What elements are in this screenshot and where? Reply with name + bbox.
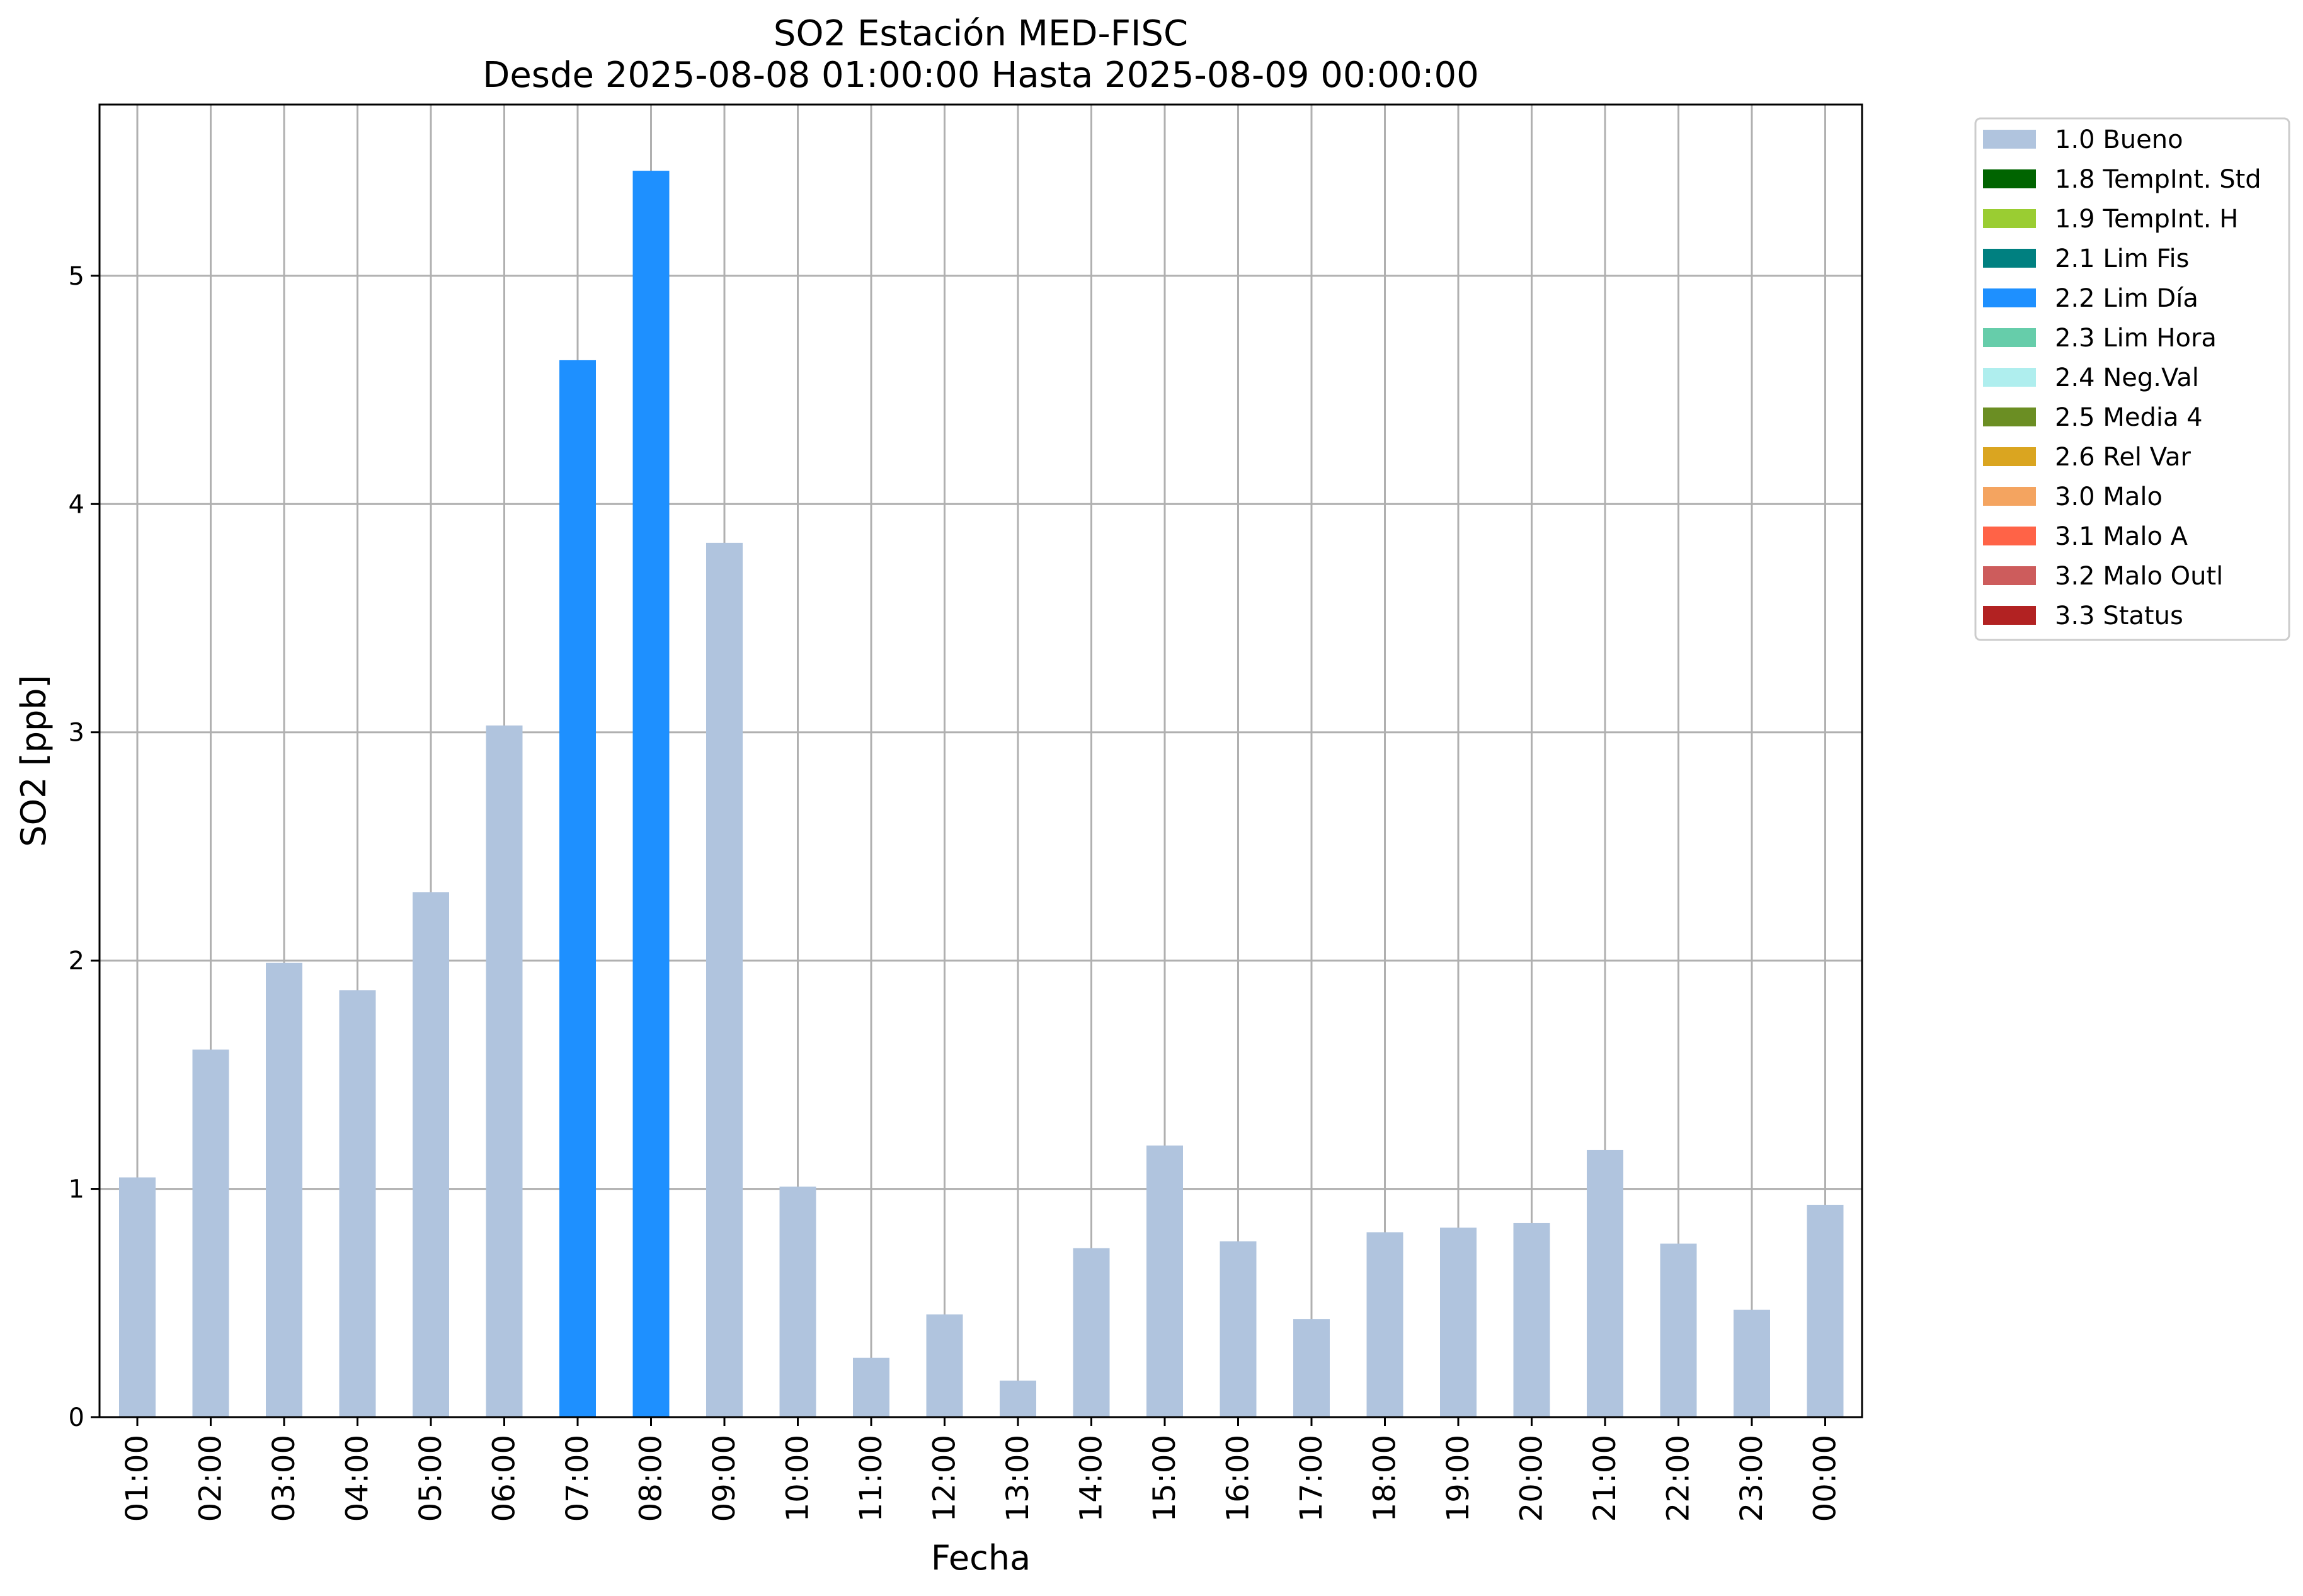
legend-swatch xyxy=(1983,209,2036,228)
y-tick-label: 2 xyxy=(69,947,84,976)
bar-1200 xyxy=(926,1314,963,1417)
legend-swatch xyxy=(1983,527,2036,545)
chart-subtitle: Desde 2025-08-08 01:00:00 Hasta 2025-08-… xyxy=(483,55,1479,96)
legend-swatch xyxy=(1983,328,2036,347)
y-tick-label: 3 xyxy=(69,719,84,748)
grid-lines xyxy=(100,105,1862,1418)
x-tick-label: 06:00 xyxy=(487,1435,522,1522)
x-tick-label: 18:00 xyxy=(1368,1435,1403,1522)
bar-0200 xyxy=(192,1049,229,1417)
y-axis-label: SO2 [ppb] xyxy=(14,675,54,846)
bar-0000 xyxy=(1807,1204,1844,1417)
x-tick-label: 14:00 xyxy=(1074,1435,1109,1522)
x-tick-label: 20:00 xyxy=(1514,1435,1550,1522)
legend-label: 1.9 TempInt. H xyxy=(2055,205,2238,234)
bar-1500 xyxy=(1146,1145,1183,1417)
x-tick-label: 10:00 xyxy=(780,1435,816,1522)
axis-ticks: 0 1 2 3 4 5 01:00 02:00 03:00 04:00 05:00 06:00 07:0… xyxy=(69,262,1843,1522)
bar-2300 xyxy=(1734,1309,1770,1417)
x-tick-label: 13:00 xyxy=(1000,1435,1036,1522)
bar-2000 xyxy=(1513,1223,1550,1417)
x-tick-label: 08:00 xyxy=(634,1435,669,1522)
x-tick-label: 12:00 xyxy=(927,1435,963,1522)
legend-label: 2.3 Lim Hora xyxy=(2055,324,2217,353)
legend-label: 3.3 Status xyxy=(2055,601,2183,630)
legend-swatch xyxy=(1983,169,2036,188)
legend-label: 2.5 Media 4 xyxy=(2055,403,2203,432)
x-tick-label: 16:00 xyxy=(1221,1435,1256,1522)
legend-swatch xyxy=(1983,288,2036,307)
x-tick-label: 17:00 xyxy=(1294,1435,1329,1522)
x-tick-label: 00:00 xyxy=(1808,1435,1843,1522)
legend-swatch xyxy=(1983,368,2036,387)
chart-title: SO2 Estación MED-FISC xyxy=(774,13,1188,54)
y-tick-label: 5 xyxy=(69,262,84,291)
x-tick-label: 03:00 xyxy=(266,1435,302,1522)
x-tick-label: 15:00 xyxy=(1147,1435,1182,1522)
bar-0400 xyxy=(339,990,376,1417)
bar-0700 xyxy=(559,360,596,1417)
legend-swatch xyxy=(1983,566,2036,585)
legend-swatch xyxy=(1983,487,2036,506)
legend-swatch xyxy=(1983,130,2036,149)
bar-0900 xyxy=(706,542,743,1417)
legend-swatch xyxy=(1983,447,2036,466)
bar-2100 xyxy=(1587,1149,1623,1417)
x-tick-label: 04:00 xyxy=(340,1435,375,1522)
bar-0100 xyxy=(119,1177,156,1417)
bar-1600 xyxy=(1220,1241,1257,1417)
bar-0800 xyxy=(632,171,670,1417)
legend-items: 1.0 Bueno 1.8 TempInt. Std 1.9 TempInt. H 2… xyxy=(1983,125,2261,630)
bar-1000 xyxy=(779,1186,816,1417)
bars xyxy=(119,171,1844,1417)
legend-label: 3.0 Malo xyxy=(2055,482,2163,511)
x-tick-label: 05:00 xyxy=(413,1435,449,1522)
y-tick-label: 0 xyxy=(69,1403,84,1432)
bar-0300 xyxy=(266,962,302,1417)
bar-1900 xyxy=(1440,1228,1477,1417)
x-tick-label: 09:00 xyxy=(707,1435,742,1522)
x-tick-label: 02:00 xyxy=(193,1435,229,1522)
bar-0600 xyxy=(486,725,523,1417)
x-tick-label: 19:00 xyxy=(1441,1435,1476,1522)
bar-0500 xyxy=(413,892,449,1417)
bar-1100 xyxy=(853,1357,889,1417)
legend-label: 1.8 TempInt. Std xyxy=(2055,165,2261,194)
legend-label: 2.1 Lim Fis xyxy=(2055,244,2189,273)
plot-area-frame xyxy=(98,103,1863,1418)
x-axis-label: Fecha xyxy=(931,1538,1031,1578)
y-tick-label: 1 xyxy=(69,1175,84,1204)
x-tick-label: 22:00 xyxy=(1661,1435,1696,1522)
legend-swatch xyxy=(1983,408,2036,426)
legend-box xyxy=(1974,117,2290,641)
bar-1700 xyxy=(1293,1319,1330,1417)
bar-2200 xyxy=(1660,1243,1697,1417)
x-tick-label: 21:00 xyxy=(1587,1435,1623,1522)
x-tick-label: 07:00 xyxy=(560,1435,595,1522)
legend-swatch xyxy=(1983,606,2036,625)
legend-label: 1.0 Bueno xyxy=(2055,125,2183,154)
bar-1800 xyxy=(1366,1232,1403,1417)
legend-label: 2.6 Rel Var xyxy=(2055,443,2192,472)
legend-label: 3.2 Malo Outl xyxy=(2055,562,2223,591)
bar-1300 xyxy=(1000,1381,1036,1417)
x-tick-label: 01:00 xyxy=(120,1435,155,1522)
x-tick-label: 11:00 xyxy=(854,1435,889,1522)
y-tick-label: 4 xyxy=(69,490,84,519)
bar-1400 xyxy=(1073,1248,1110,1417)
legend-label: 2.2 Lim Día xyxy=(2055,284,2198,313)
legend-label: 2.4 Neg.Val xyxy=(2055,363,2199,392)
legend: 1.0 Bueno 1.8 TempInt. Std 1.9 TempInt. H 2… xyxy=(1974,117,2290,641)
x-tick-label: 23:00 xyxy=(1734,1435,1769,1522)
legend-swatch xyxy=(1983,249,2036,268)
legend-label: 3.1 Malo A xyxy=(2055,522,2188,551)
